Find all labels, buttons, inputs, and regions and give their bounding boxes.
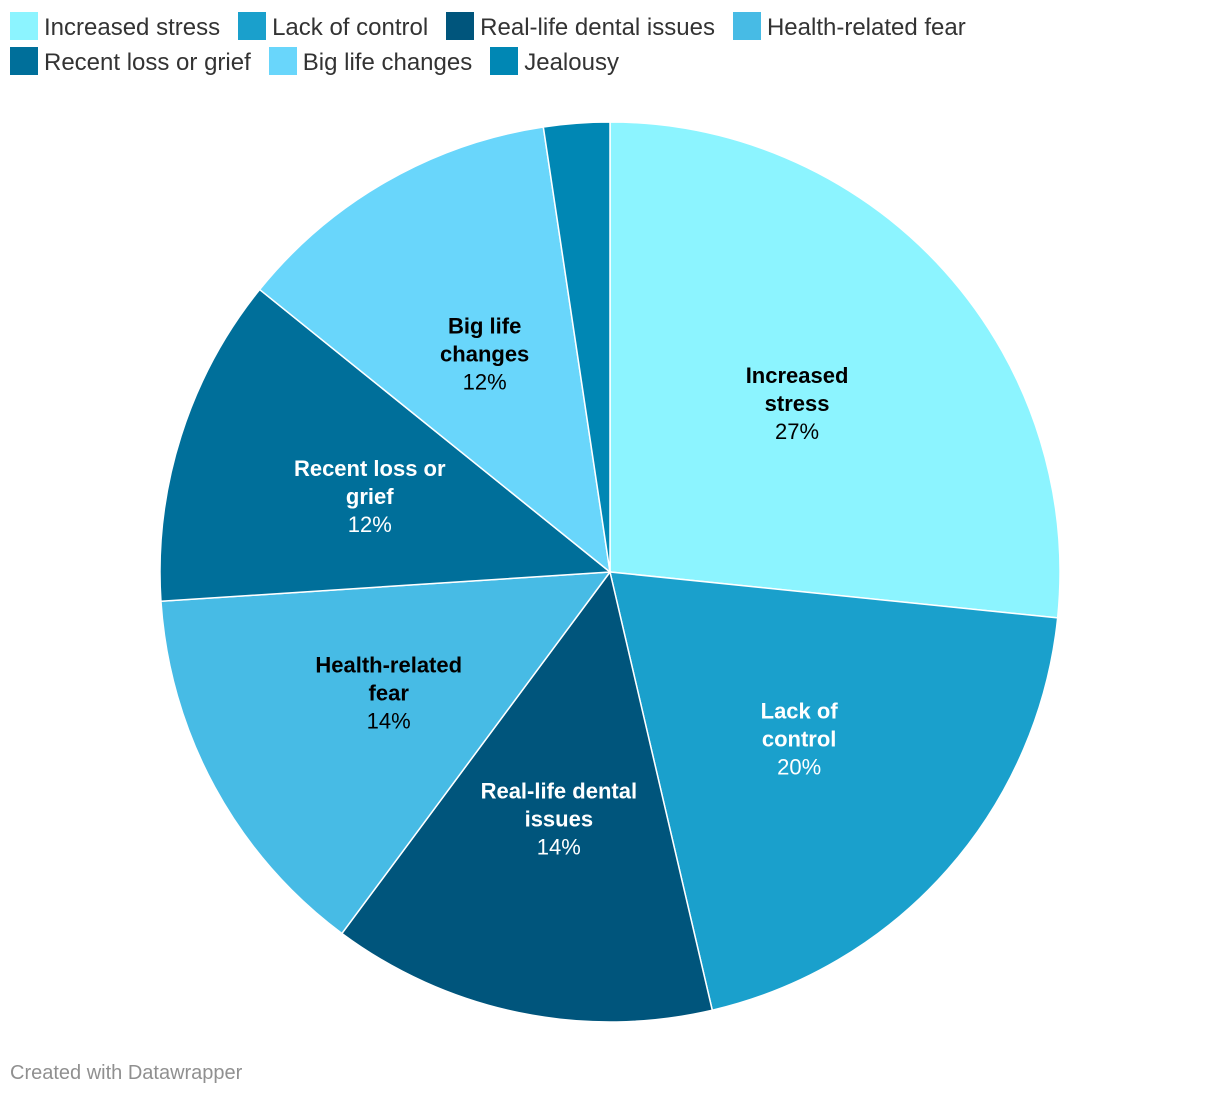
pie-slice-recent-loss-or-grief [159,288,612,603]
slice-label-recent-loss-or-grief: Recent loss or [294,456,446,481]
legend-label: Real-life dental issues [480,14,715,41]
pie-slice-jealousy [542,121,611,573]
legend-item-big-life-changes: Big life changes [268,45,473,80]
legend-item-health-related-fear: Health-related fear [732,10,966,45]
legend-swatch [490,47,519,75]
slice-label-increased-stress: Increased [746,363,849,388]
legend-swatch [268,47,297,75]
legend-item-lack-of-control: Lack of control [238,10,428,45]
slice-value-increased-stress: 27% [775,419,819,444]
slice-value-health-related-fear: 14% [367,709,411,734]
slice-value-recent-loss-or-grief: 12% [348,512,392,537]
legend-swatch [238,12,267,40]
legend-label: Recent loss or grief [44,49,251,76]
chart-legend: Increased stress Lack of control Real-life… [10,10,1200,80]
slice-label-lack-of-control: Lack of [761,699,839,724]
footer-credit: Created with Datawrapper [10,1062,243,1084]
pie-slice-health-related-fear [160,571,612,935]
pie-slice-big-life-changes [258,126,612,574]
legend-item-jealousy: Jealousy [490,45,619,80]
pie-slice-real-life-dental-issues [340,570,714,1023]
slice-label-big-life-changes: changes [440,341,529,366]
legend-swatch [10,12,38,40]
legend-swatch [10,47,38,75]
legend-swatch [446,12,475,40]
slice-label-health-related-fear: Health-related [315,653,462,678]
legend-item-recent-loss-or-grief: Recent loss or grief [10,45,251,80]
legend-label: Big life changes [302,49,473,76]
slice-label-recent-loss-or-grief: grief [346,484,394,509]
slice-label-big-life-changes: Big life [448,313,521,338]
slice-label-real-life-dental-issues: Real-life dental [481,779,637,804]
legend-label: Health-related fear [766,14,966,41]
slice-label-increased-stress: stress [765,391,830,416]
pie-slice-increased-stress [609,121,1061,619]
slice-value-lack-of-control: 20% [777,755,821,780]
slice-label-health-related-fear: fear [369,681,410,706]
legend-swatch [732,12,761,40]
slice-value-big-life-changes: 12% [463,369,507,394]
legend-label: Lack of control [272,14,429,41]
pie-slice-lack-of-control [609,571,1059,1012]
slice-label-real-life-dental-issues: issues [525,807,594,832]
legend-item-increased-stress: Increased stress [10,10,220,45]
legend-label: Increased stress [44,14,221,41]
legend-label: Jealousy [524,49,619,76]
slice-label-lack-of-control: control [762,727,837,752]
legend-item-real-life-dental-issues: Real-life dental issues [446,10,715,45]
slice-value-real-life-dental-issues: 14% [537,835,581,860]
